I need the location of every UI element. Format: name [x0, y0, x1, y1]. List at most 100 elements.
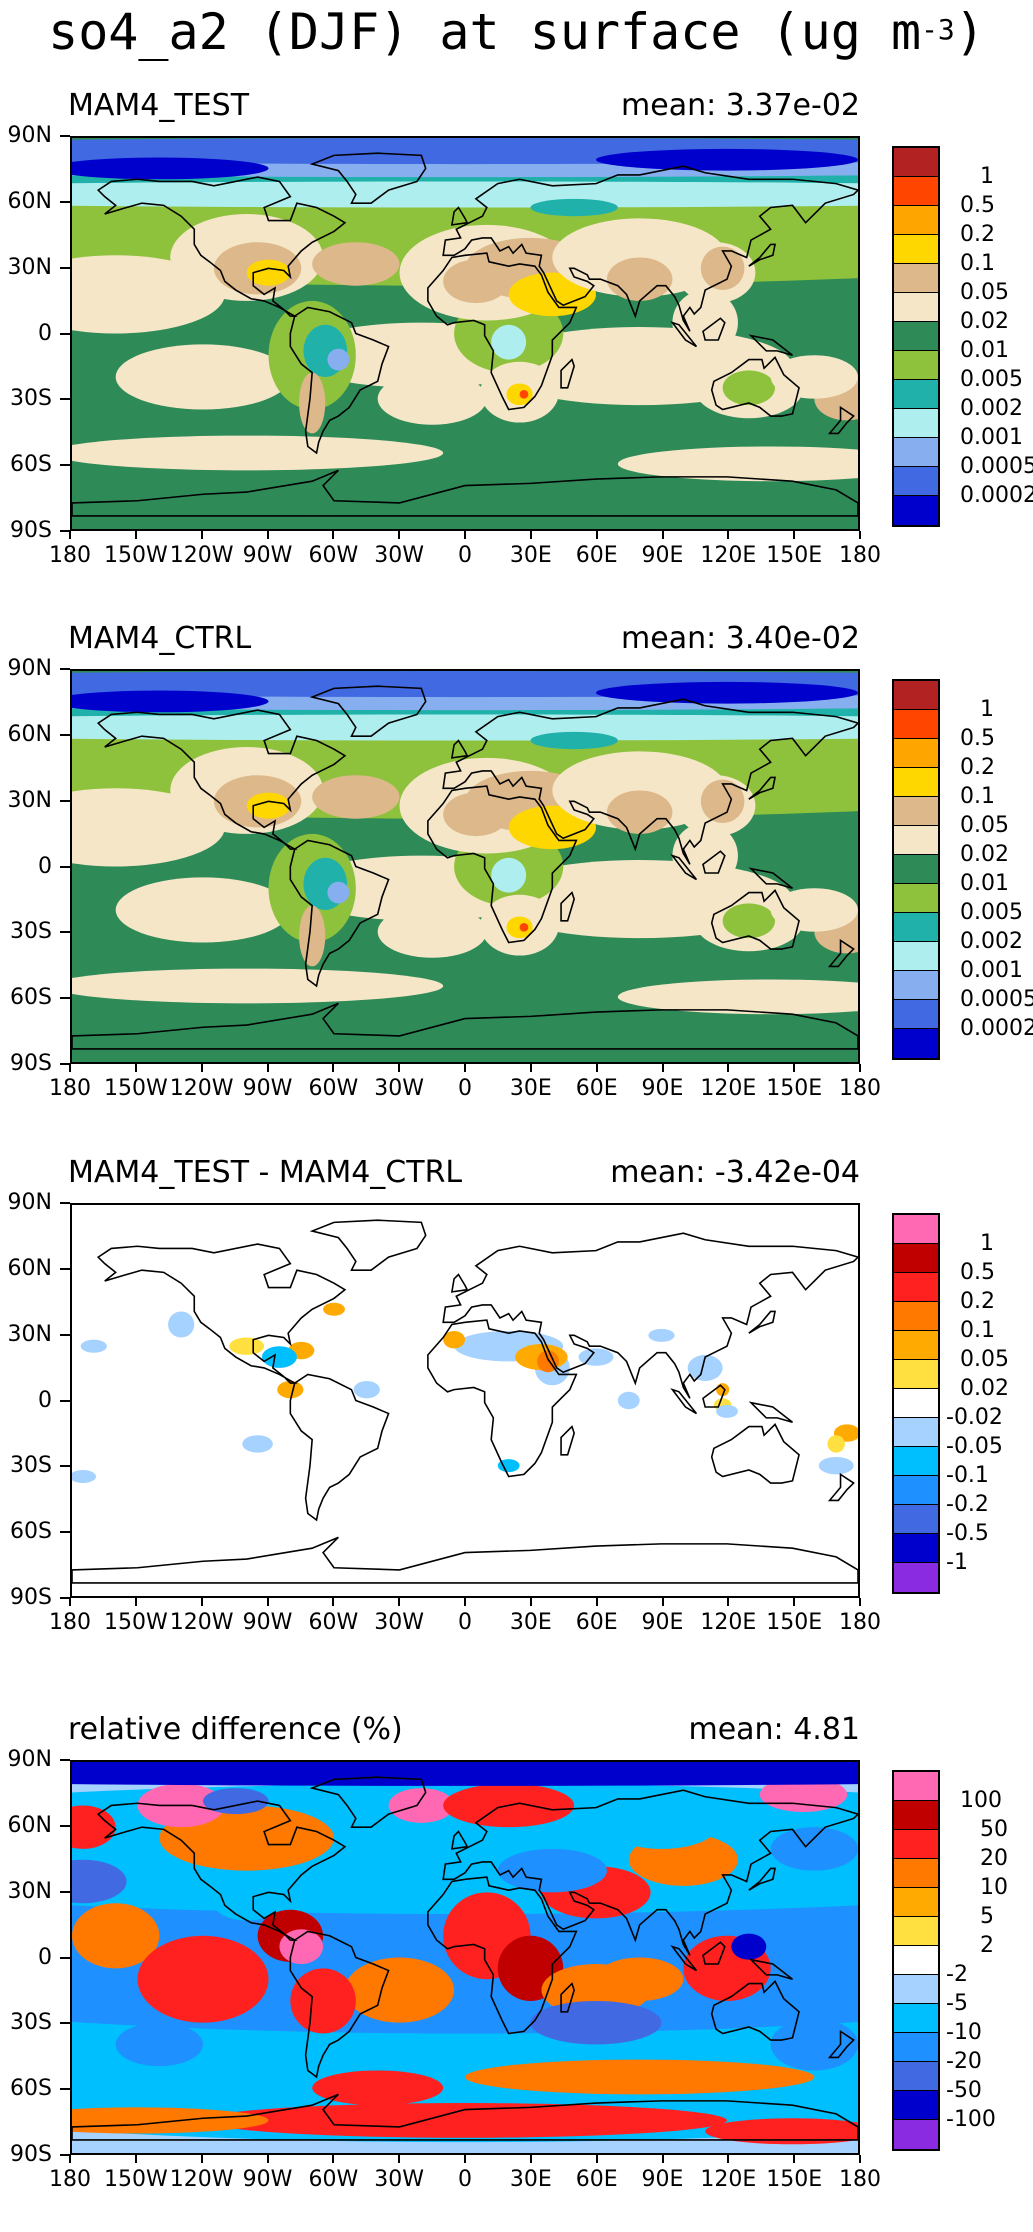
lon-tick-label: 60W: [308, 543, 359, 568]
coastline-europe-asia: [442, 1789, 858, 1956]
lon-tick: [200, 1064, 203, 1072]
map-background: [72, 1205, 858, 1596]
lat-tick-label: 90N: [7, 656, 52, 681]
coastline-greenland: [309, 152, 427, 204]
lon-tick-label: 60W: [308, 1610, 359, 1635]
colorbar-label: 0.005: [960, 900, 1023, 925]
lon-tick: [595, 2155, 598, 2163]
colorbar-label: 0.01: [960, 338, 1009, 363]
lon-tick-label: 90E: [641, 1076, 684, 1101]
contour-region: [72, 181, 858, 208]
contour-region: [115, 2022, 203, 2067]
colorbar-label: -0.02: [946, 1405, 1003, 1430]
lat-tick-label: 30N: [7, 1878, 52, 1904]
colorbar-swatch: [894, 2033, 938, 2062]
coastline-north-america: [96, 176, 347, 317]
coastline-sumatra: [670, 321, 698, 348]
contour-region: [277, 1380, 304, 1399]
coastlines: [72, 1776, 858, 2141]
lat-tick: [60, 2022, 70, 2025]
contour-region: [344, 1957, 455, 2023]
contour-region: [72, 435, 444, 471]
contour-region: [770, 355, 858, 399]
lat-tick-label: 60N: [7, 1255, 52, 1281]
lon-tick: [529, 2155, 532, 2163]
map-frame: [70, 1760, 860, 2155]
lat-tick: [60, 2088, 70, 2091]
contour-region: [72, 968, 444, 1004]
colorbar-swatch: [894, 942, 938, 971]
lon-tick-label: 30E: [509, 543, 552, 568]
lon-tick-label: 120W: [169, 1610, 234, 1635]
map-plot: [72, 138, 858, 529]
lon-tick: [134, 1598, 137, 1606]
map-plot: [72, 671, 858, 1062]
lat-tick-label: 90N: [7, 123, 52, 148]
colorbar-swatch: [894, 322, 938, 351]
colorbar-swatch: [894, 1331, 938, 1360]
lon-tick-label: 30E: [509, 1076, 552, 1101]
coastline-antarctica: [72, 1536, 858, 1584]
coastline-south-america: [289, 306, 390, 455]
colorbar-swatch: [894, 797, 938, 826]
contour-region: [617, 446, 858, 482]
contour-region: [617, 1391, 640, 1410]
contour-region: [578, 1348, 614, 1366]
colorbar-swatch: [894, 884, 938, 913]
lon-tick: [134, 2155, 137, 2163]
coastline-new-guinea: [748, 1401, 793, 1423]
coastline-madagascar: [560, 891, 576, 922]
colorbar-swatch: [894, 467, 938, 496]
lon-tick: [793, 1598, 796, 1606]
contour-region: [519, 389, 529, 399]
lon-tick-label: 90E: [641, 1610, 684, 1635]
lon-tick: [200, 2155, 203, 2163]
contour-region: [595, 1957, 684, 2001]
colorbar-swatch: [894, 1888, 938, 1917]
lon-tick-label: 180: [49, 2167, 91, 2192]
coastline-australia: [710, 1423, 800, 1484]
lon-tick-label: 30E: [509, 1610, 552, 1635]
lon-tick-label: 180: [49, 1610, 91, 1635]
lon-tick: [398, 1598, 401, 1606]
lon-tick-label: 150E: [766, 2167, 823, 2192]
lat-tick: [60, 1890, 70, 1893]
contour-region: [261, 1346, 297, 1368]
colorbar-label: 0.005: [960, 367, 1023, 392]
lon-tick: [134, 1064, 137, 1072]
lon-tick: [200, 1598, 203, 1606]
colorbar-label: 0.2: [960, 222, 995, 247]
coastline-africa: [427, 252, 578, 411]
contour-region: [827, 1435, 845, 1453]
colorbar-swatch: [894, 380, 938, 409]
lon-tick-label: 60E: [575, 543, 618, 568]
lon-tick: [69, 2155, 71, 2163]
colorbar-label: 0.1: [960, 784, 995, 809]
map-panel-4: relative difference (%) mean: 4.81 90N 60N 3…: [0, 1712, 1033, 2232]
contour-region: [72, 1903, 160, 1969]
colorbar: [892, 1213, 940, 1594]
contour-region: [168, 1311, 195, 1338]
colorbar-swatch: [894, 1302, 938, 1331]
colorbar-label: -100: [946, 2107, 996, 2132]
colorbar-label: -0.5: [946, 1521, 989, 1546]
contour-region: [497, 1848, 607, 1893]
lat-tick-label: 60S: [10, 1519, 52, 1545]
lon-tick-label: 150W: [103, 2167, 168, 2192]
contour-region: [72, 714, 858, 741]
colorbar-label: 0.001: [960, 958, 1023, 983]
contour-region: [491, 324, 527, 360]
colorbar-label: 0.5: [960, 1260, 995, 1285]
colorbar-swatch: [894, 768, 938, 797]
colorbar-swatch: [894, 710, 938, 739]
colorbar-swatch: [894, 206, 938, 235]
colorbar-label: 0.0005: [960, 454, 1033, 479]
colorbar-swatch: [894, 739, 938, 768]
colorbar-swatch: [894, 148, 938, 177]
lon-tick-label: 0: [458, 543, 472, 568]
lon-tick-label: 60W: [308, 1076, 359, 1101]
contour-region: [202, 2103, 728, 2138]
lat-tick-label: 30S: [10, 2010, 52, 2036]
lon-tick-label: 120W: [169, 543, 234, 568]
colorbar-label: 0.05: [960, 1347, 1009, 1372]
